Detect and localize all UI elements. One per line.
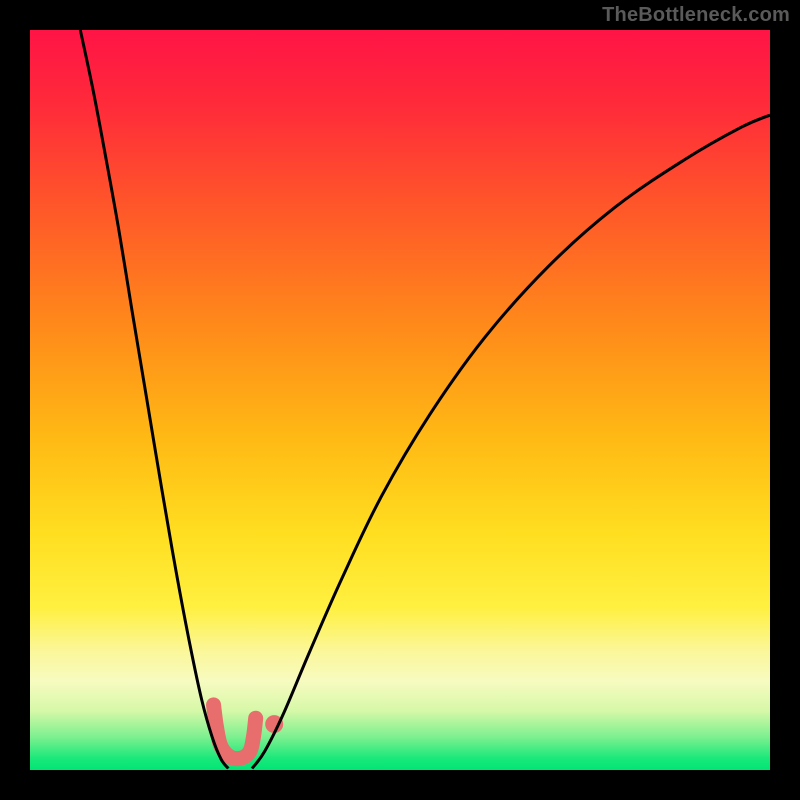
left-curve [80, 30, 228, 769]
right-curve [252, 115, 770, 768]
watermark-text: TheBottleneck.com [602, 4, 790, 27]
chart-container: TheBottleneck.com [0, 0, 800, 800]
curve-overlay [30, 30, 770, 770]
plot-area [30, 30, 770, 770]
highlight-marker-u [214, 705, 256, 759]
